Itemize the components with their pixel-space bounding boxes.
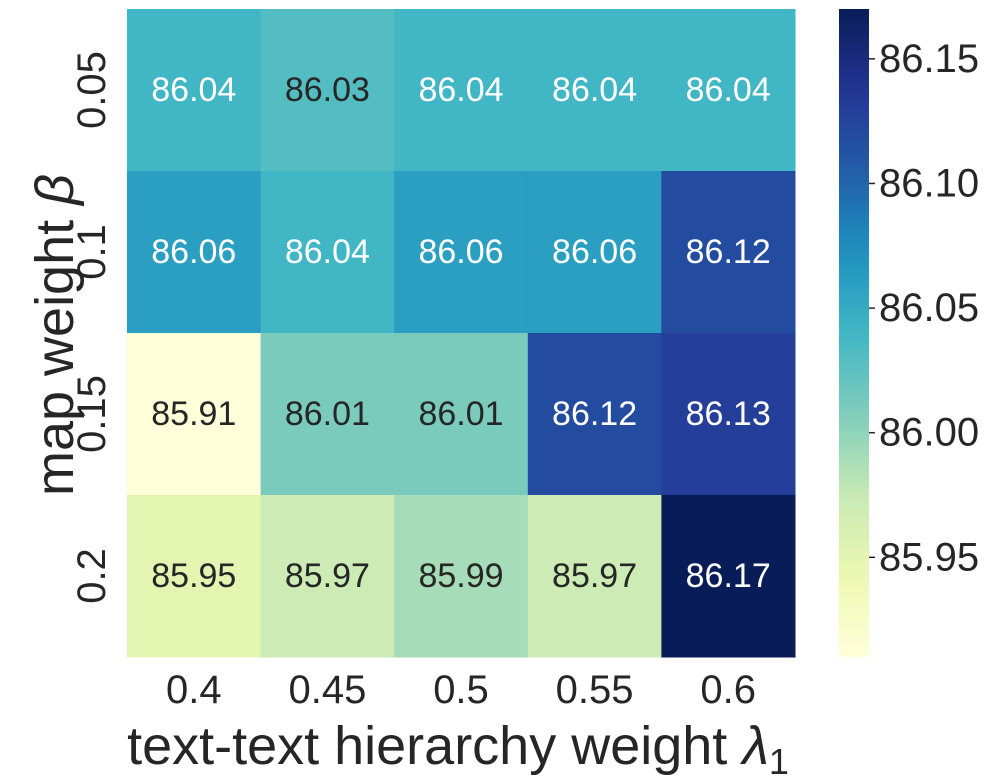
cell-value-label: 86.01 [418, 395, 503, 433]
y-tick-label: 0.2 [70, 548, 114, 604]
colorbar-tick-label: 86.05 [879, 286, 979, 330]
colorbar-tick-label: 86.10 [879, 161, 979, 205]
cell-value-label: 85.97 [552, 557, 637, 595]
heatmap-cell [661, 9, 796, 172]
cell-value-label: 85.91 [151, 395, 236, 433]
heatmap-cell [394, 333, 529, 496]
heatmap-cells [127, 9, 796, 658]
cell-value-label: 86.06 [151, 233, 236, 271]
x-tick-label: 0.4 [166, 668, 222, 712]
y-axis-label-text: map weight [25, 220, 85, 496]
heatmap-cell [661, 171, 796, 334]
cell-value-label: 85.95 [151, 557, 236, 595]
heatmap-cell [661, 333, 796, 496]
heatmap-cell [394, 495, 529, 658]
x-axis-label-text: text-text hierarchy weight [127, 716, 727, 776]
heatmap-cell [260, 9, 395, 172]
colorbar-tick-label: 86.15 [879, 37, 979, 81]
cell-value-label: 86.13 [686, 395, 771, 433]
y-tick-label: 0.05 [70, 51, 114, 129]
cell-value-label: 86.04 [552, 71, 637, 109]
cell-value-label: 86.04 [686, 71, 771, 109]
heatmap-cell-labels: 86.04 86.03 86.04 86.04 86.04 86.06 86.04 86.06… [151, 71, 770, 595]
cell-value-label: 86.12 [686, 233, 771, 271]
heatmap-cell [527, 9, 662, 172]
heatmap-cell [260, 495, 395, 658]
heatmap-cell [260, 171, 395, 334]
x-axis-label: text-text hierarchy weight λ1 [127, 716, 789, 782]
y-tick-label: 0.1 [70, 224, 114, 280]
y-tick-label: 0.15 [70, 375, 114, 453]
heatmap-cell [527, 495, 662, 658]
cell-value-label: 86.04 [151, 71, 236, 109]
heatmap-cell [127, 333, 262, 496]
colorbar-ticks: 85.95 86.00 86.05 86.10 86.15 [869, 37, 979, 579]
x-axis-ticks: 0.4 0.45 0.5 0.55 0.6 [166, 668, 756, 712]
colorbar-tick-label: 86.00 [879, 411, 979, 455]
y-axis-ticks: 0.05 0.1 0.15 0.2 [70, 51, 114, 604]
cell-value-label: 86.03 [285, 71, 370, 109]
x-tick-label: 0.6 [700, 668, 756, 712]
y-axis-label: map weight β [25, 174, 85, 496]
heatmap-cell [127, 9, 262, 172]
x-axis-label-symbol: λ [739, 716, 769, 776]
x-tick-label: 0.5 [433, 668, 489, 712]
cell-value-label: 86.04 [285, 233, 370, 271]
heatmap-cell [394, 171, 529, 334]
heatmap-cell [260, 333, 395, 496]
y-axis-label-symbol: β [25, 174, 85, 207]
cell-value-label: 86.04 [418, 71, 503, 109]
cell-value-label: 85.97 [285, 557, 370, 595]
cell-value-label: 86.06 [552, 233, 637, 271]
cell-value-label: 86.17 [686, 557, 771, 595]
cell-value-label: 86.12 [552, 395, 637, 433]
heatmap-cell [127, 171, 262, 334]
colorbar [839, 9, 869, 657]
x-tick-label: 0.45 [288, 668, 366, 712]
cell-value-label: 86.01 [285, 395, 370, 433]
colorbar-tick-label: 85.95 [879, 535, 979, 579]
heatmap-cell [527, 171, 662, 334]
cell-value-label: 86.06 [418, 233, 503, 271]
heatmap-cell [127, 495, 262, 658]
x-tick-label: 0.55 [556, 668, 634, 712]
x-axis-label-subscript: 1 [769, 741, 789, 782]
cell-value-label: 85.99 [418, 557, 503, 595]
heatmap-cell [394, 9, 529, 172]
heatmap-cell [527, 333, 662, 496]
heatmap-cell [661, 495, 796, 658]
